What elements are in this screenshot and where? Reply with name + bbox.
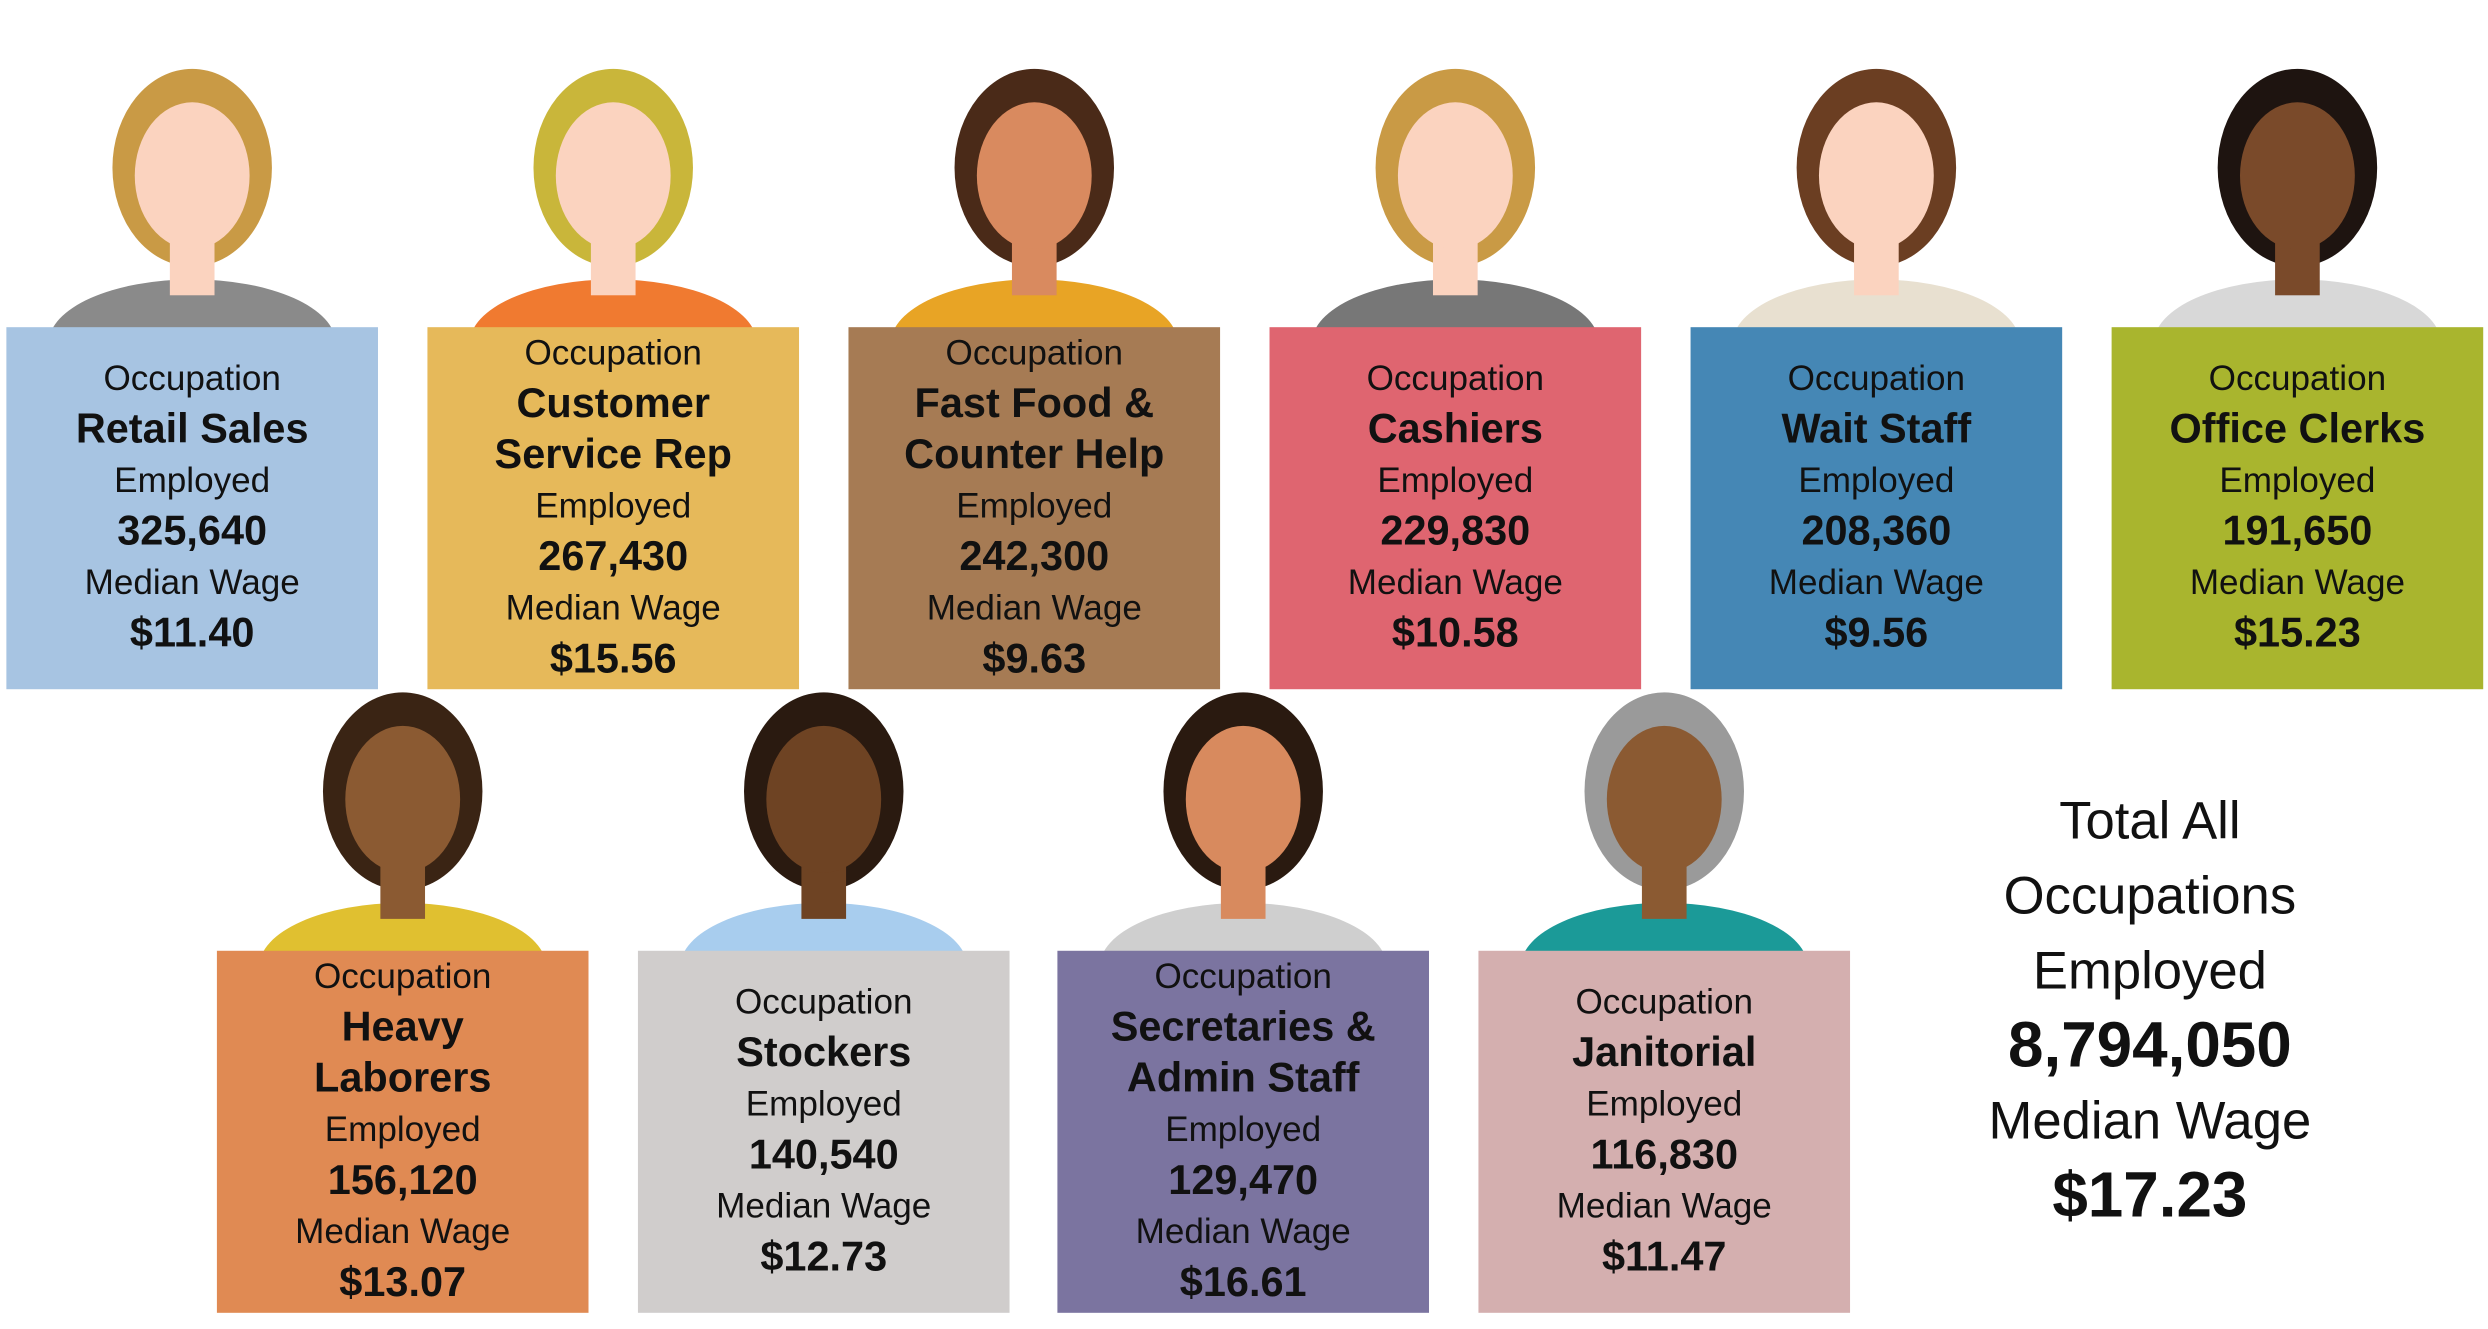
card-label: Median Wage bbox=[1348, 563, 1563, 602]
card bbox=[637, 950, 1010, 1313]
card-label: Median Wage bbox=[1769, 563, 1984, 602]
card-value: 156,120 bbox=[328, 1156, 478, 1203]
card-value: Heavy bbox=[342, 1003, 464, 1050]
card-label: Employed bbox=[114, 461, 270, 500]
card bbox=[6, 327, 378, 690]
total-text: 8,794,050 bbox=[2008, 1009, 2292, 1081]
card-value: Office Clerks bbox=[2170, 405, 2426, 452]
card-label: Occupation bbox=[735, 982, 912, 1021]
card-label: Median Wage bbox=[716, 1187, 931, 1226]
card-value: $11.40 bbox=[130, 609, 255, 656]
avatar-face bbox=[766, 725, 882, 873]
card-label: Median Wage bbox=[2190, 563, 2405, 602]
card-value: $15.23 bbox=[2234, 609, 2361, 656]
card-value: Service Rep bbox=[495, 430, 732, 477]
card-label: Median Wage bbox=[1557, 1187, 1772, 1226]
card-label: Median Wage bbox=[295, 1212, 510, 1251]
card-value: Stockers bbox=[736, 1028, 911, 1075]
card-label: Occupation bbox=[1367, 359, 1544, 398]
card-value: Cashiers bbox=[1368, 405, 1543, 452]
total-text: Occupations bbox=[2004, 867, 2297, 926]
card-label: Employed bbox=[1586, 1085, 1742, 1124]
card-label: Employed bbox=[1165, 1110, 1321, 1149]
card-label: Employed bbox=[746, 1085, 902, 1124]
card bbox=[848, 327, 1221, 690]
avatar-face bbox=[1185, 725, 1301, 873]
card bbox=[1269, 327, 1642, 690]
card-value: Customer bbox=[516, 379, 709, 426]
card-value: $13.07 bbox=[339, 1258, 466, 1305]
card-label: Occupation bbox=[1788, 359, 1965, 398]
card-label: Median Wage bbox=[927, 589, 1142, 628]
card bbox=[2111, 327, 2484, 690]
card-value: $9.56 bbox=[1824, 609, 1928, 656]
avatar-face bbox=[555, 102, 671, 250]
card-value: $9.63 bbox=[982, 634, 1086, 681]
card bbox=[427, 327, 800, 690]
card-value: Counter Help bbox=[904, 430, 1164, 477]
card-value: 229,830 bbox=[1380, 507, 1530, 554]
card-value: 140,540 bbox=[749, 1130, 899, 1177]
card-label: Occupation bbox=[103, 359, 280, 398]
total-text: $17.23 bbox=[2052, 1158, 2247, 1230]
card bbox=[216, 950, 589, 1313]
card-value: $16.61 bbox=[1180, 1258, 1307, 1305]
card-value: $15.56 bbox=[550, 634, 677, 681]
avatar-face bbox=[2239, 102, 2355, 250]
card-label: Occupation bbox=[525, 333, 702, 372]
card-value: 208,360 bbox=[1801, 507, 1951, 554]
avatar-face bbox=[1818, 102, 1934, 250]
card-value: Janitorial bbox=[1572, 1028, 1756, 1075]
card-value: Secretaries & bbox=[1111, 1003, 1376, 1050]
card-value: $11.47 bbox=[1602, 1232, 1727, 1279]
card-label: Employed bbox=[1798, 461, 1954, 500]
card-label: Occupation bbox=[2209, 359, 2386, 398]
card-label: Employed bbox=[325, 1110, 481, 1149]
avatar-face bbox=[1606, 725, 1722, 873]
card-value: 267,430 bbox=[538, 532, 688, 579]
card-label: Median Wage bbox=[506, 589, 721, 628]
avatar-face bbox=[345, 725, 461, 873]
card-label: Employed bbox=[2219, 461, 2375, 500]
card-value: Admin Staff bbox=[1127, 1054, 1360, 1101]
card-value: Retail Sales bbox=[76, 405, 309, 452]
card-value: Fast Food & bbox=[915, 379, 1155, 426]
card-value: Laborers bbox=[314, 1054, 491, 1101]
card-value: 116,830 bbox=[1590, 1130, 1738, 1177]
avatar-face bbox=[1397, 102, 1513, 250]
card-label: Median Wage bbox=[1136, 1212, 1351, 1251]
card-label: Occupation bbox=[1154, 957, 1331, 996]
card-label: Occupation bbox=[314, 957, 491, 996]
card-value: 191,650 bbox=[2222, 507, 2372, 554]
total-text: Employed bbox=[2033, 942, 2267, 1001]
card-value: 242,300 bbox=[959, 532, 1109, 579]
card bbox=[1057, 950, 1430, 1313]
total-text: Total All bbox=[2059, 792, 2240, 851]
card-value: Wait Staff bbox=[1782, 405, 1972, 452]
total-text: Median Wage bbox=[1989, 1092, 2312, 1151]
card-value: 129,470 bbox=[1168, 1156, 1318, 1203]
card-label: Employed bbox=[535, 486, 691, 525]
card-value: $10.58 bbox=[1392, 609, 1519, 656]
card-label: Occupation bbox=[1576, 982, 1753, 1021]
card-label: Employed bbox=[1377, 461, 1533, 500]
card-value: $12.73 bbox=[760, 1232, 887, 1279]
card bbox=[1690, 327, 2063, 690]
avatar-face bbox=[134, 102, 250, 250]
card-label: Median Wage bbox=[85, 563, 300, 602]
card-value: 325,640 bbox=[117, 507, 267, 554]
card bbox=[1478, 950, 1851, 1313]
avatar-face bbox=[976, 102, 1092, 250]
card-label: Occupation bbox=[946, 333, 1123, 372]
card-label: Employed bbox=[956, 486, 1112, 525]
